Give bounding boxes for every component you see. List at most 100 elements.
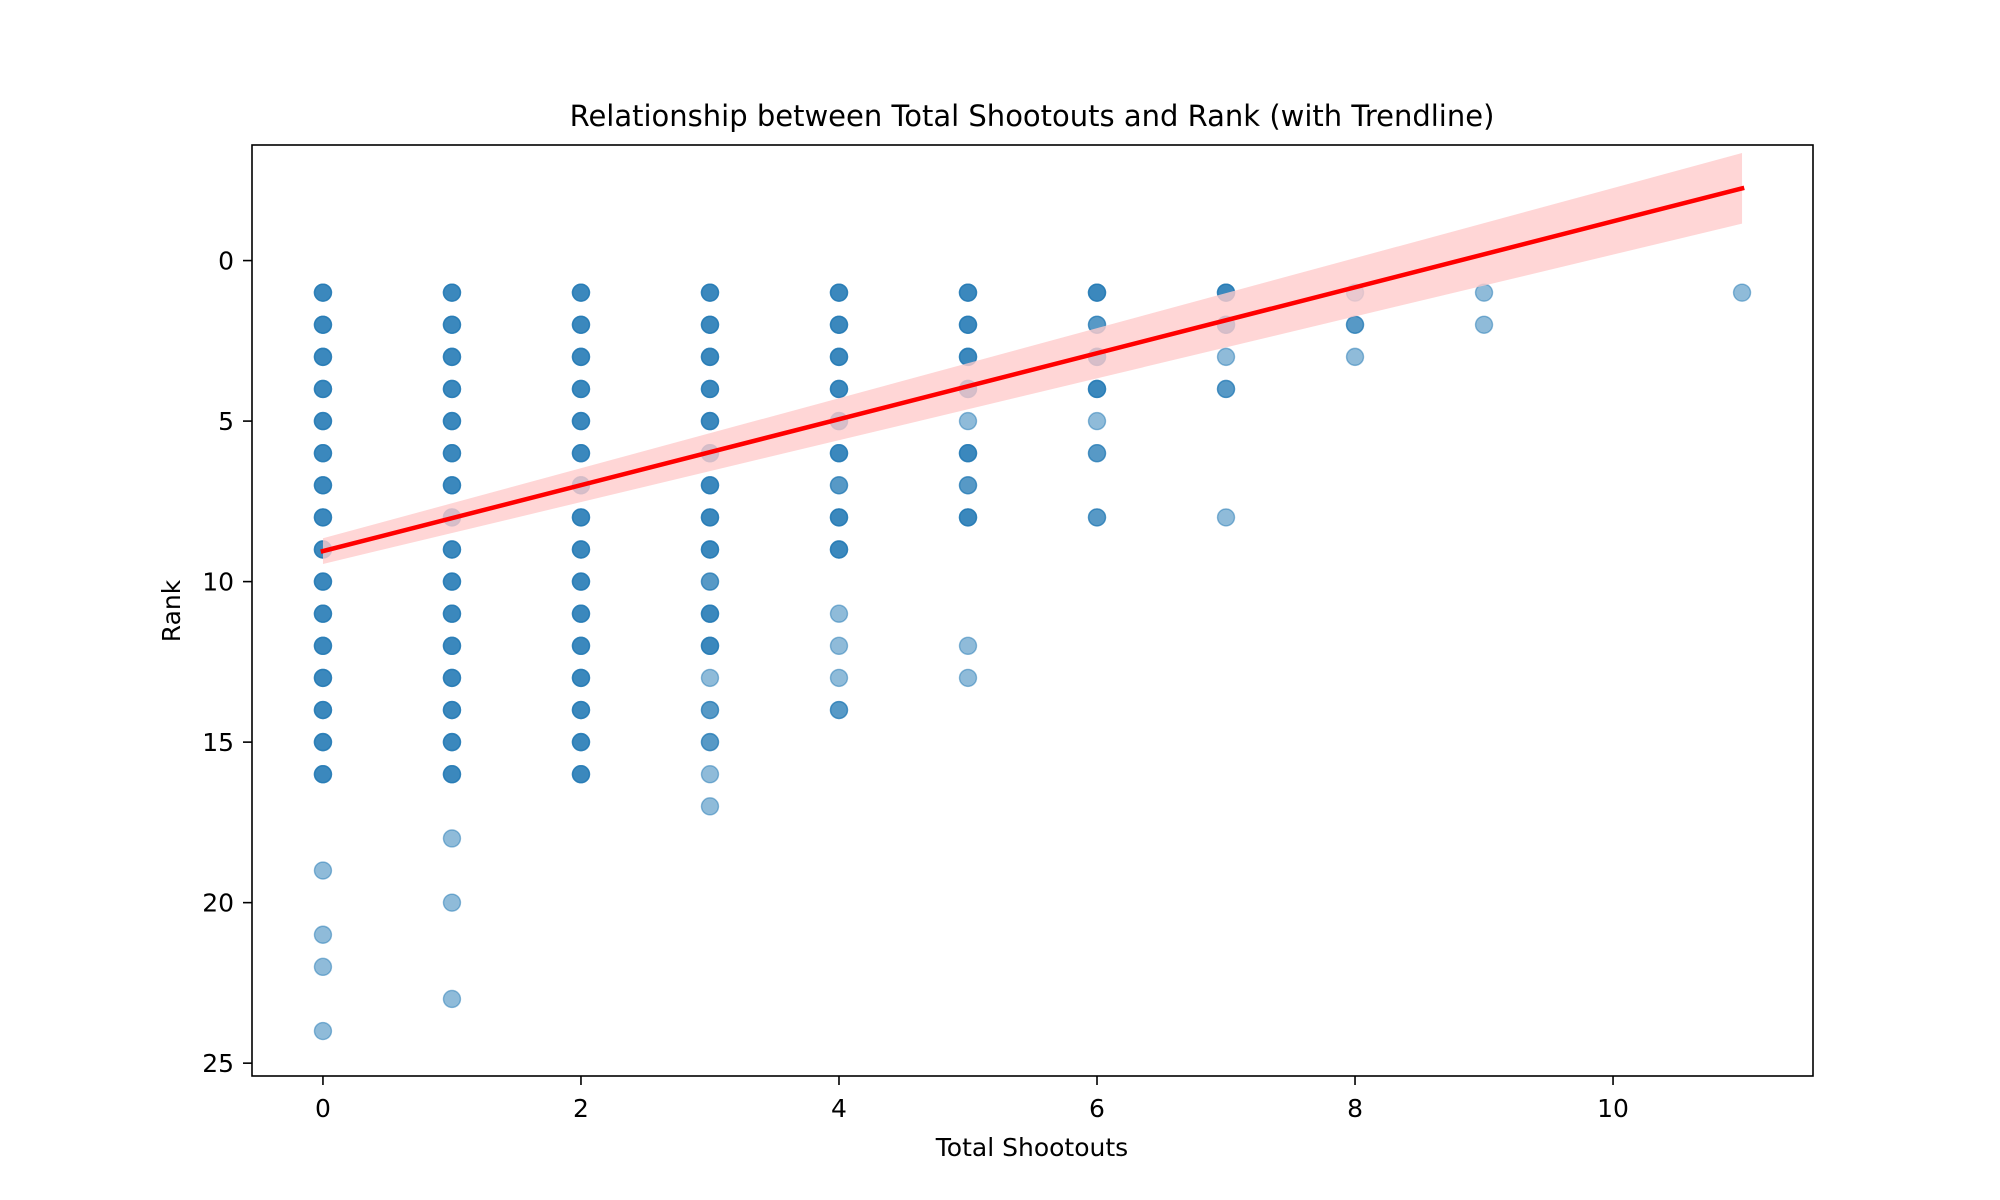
data-point bbox=[1216, 379, 1236, 399]
plot-area bbox=[313, 153, 1752, 1041]
data-point bbox=[829, 604, 849, 623]
data-point bbox=[313, 700, 333, 720]
data-point bbox=[1216, 347, 1236, 367]
y-axis: 0 5 10 15 20 25 bbox=[202, 247, 252, 1078]
data-point bbox=[1732, 283, 1752, 302]
data-point bbox=[829, 347, 849, 367]
data-point bbox=[571, 379, 591, 399]
data-point bbox=[313, 668, 333, 688]
data-point bbox=[442, 668, 462, 688]
data-point bbox=[700, 700, 720, 720]
data-point bbox=[571, 572, 591, 591]
data-point bbox=[313, 636, 333, 656]
data-point bbox=[571, 315, 591, 334]
x-tick-label: 4 bbox=[831, 1094, 847, 1123]
data-point bbox=[700, 315, 720, 334]
data-point bbox=[313, 508, 333, 527]
data-point bbox=[442, 700, 462, 720]
y-tick-label: 15 bbox=[202, 728, 234, 757]
data-point bbox=[442, 893, 462, 912]
data-point bbox=[442, 604, 462, 623]
data-point bbox=[1087, 283, 1107, 302]
y-tick-label: 10 bbox=[202, 568, 234, 597]
data-point bbox=[829, 668, 849, 688]
data-point bbox=[571, 347, 591, 367]
data-point bbox=[829, 315, 849, 334]
data-point bbox=[442, 572, 462, 591]
data-point bbox=[958, 508, 978, 527]
data-point bbox=[313, 732, 333, 752]
data-point bbox=[700, 668, 720, 688]
data-point bbox=[313, 379, 333, 399]
data-point bbox=[571, 283, 591, 302]
data-point bbox=[571, 700, 591, 720]
data-point bbox=[700, 283, 720, 302]
data-point bbox=[829, 379, 849, 399]
data-point bbox=[1216, 508, 1236, 527]
y-tick-label: 25 bbox=[202, 1049, 234, 1078]
data-point bbox=[313, 347, 333, 367]
data-point bbox=[571, 604, 591, 623]
data-point bbox=[442, 379, 462, 399]
data-point bbox=[829, 443, 849, 463]
data-point bbox=[313, 411, 333, 431]
y-axis-label: Rank bbox=[157, 579, 186, 642]
data-point bbox=[958, 668, 978, 688]
data-point bbox=[700, 732, 720, 752]
data-point bbox=[1474, 315, 1494, 334]
data-point bbox=[442, 765, 462, 784]
data-point bbox=[829, 476, 849, 495]
data-point bbox=[1087, 379, 1107, 399]
data-point bbox=[1087, 443, 1107, 463]
data-point bbox=[442, 411, 462, 431]
data-point bbox=[700, 540, 720, 559]
data-point bbox=[313, 572, 333, 591]
data-point bbox=[700, 347, 720, 367]
x-tick-label: 10 bbox=[1597, 1094, 1629, 1123]
x-axis-label: Total Shootouts bbox=[935, 1133, 1128, 1162]
plot-frame bbox=[251, 144, 1814, 1077]
x-tick-label: 8 bbox=[1347, 1094, 1363, 1123]
data-point bbox=[829, 508, 849, 527]
data-point bbox=[313, 443, 333, 463]
data-point bbox=[1345, 315, 1365, 334]
data-point bbox=[571, 765, 591, 784]
data-point bbox=[958, 443, 978, 463]
data-point bbox=[700, 476, 720, 495]
data-point bbox=[829, 540, 849, 559]
data-point bbox=[958, 636, 978, 656]
data-point bbox=[571, 508, 591, 527]
data-point bbox=[700, 508, 720, 527]
data-point bbox=[571, 443, 591, 463]
data-point bbox=[700, 379, 720, 399]
data-point bbox=[1345, 347, 1365, 367]
data-point bbox=[313, 476, 333, 495]
trendline bbox=[320, 185, 1745, 554]
data-point bbox=[700, 411, 720, 431]
data-point bbox=[313, 283, 333, 302]
data-point bbox=[442, 540, 462, 559]
data-point bbox=[700, 572, 720, 591]
x-tick-label: 0 bbox=[315, 1094, 331, 1123]
data-point bbox=[442, 443, 462, 463]
data-point bbox=[700, 604, 720, 623]
x-tick-label: 6 bbox=[1089, 1094, 1105, 1123]
data-point bbox=[958, 411, 978, 431]
data-point bbox=[313, 765, 333, 784]
data-point bbox=[571, 540, 591, 559]
data-point bbox=[571, 636, 591, 656]
data-point bbox=[313, 1021, 333, 1041]
data-point bbox=[700, 765, 720, 784]
data-point bbox=[313, 861, 333, 880]
data-point bbox=[313, 957, 333, 977]
x-tick-label: 2 bbox=[573, 1094, 589, 1123]
data-point bbox=[442, 636, 462, 656]
data-point bbox=[571, 668, 591, 688]
data-point bbox=[1087, 508, 1107, 527]
chart-title: Relationship between Total Shootouts and… bbox=[570, 99, 1495, 133]
data-point bbox=[829, 636, 849, 656]
y-tick-label: 0 bbox=[218, 247, 234, 276]
data-point bbox=[571, 411, 591, 431]
data-point bbox=[313, 925, 333, 944]
